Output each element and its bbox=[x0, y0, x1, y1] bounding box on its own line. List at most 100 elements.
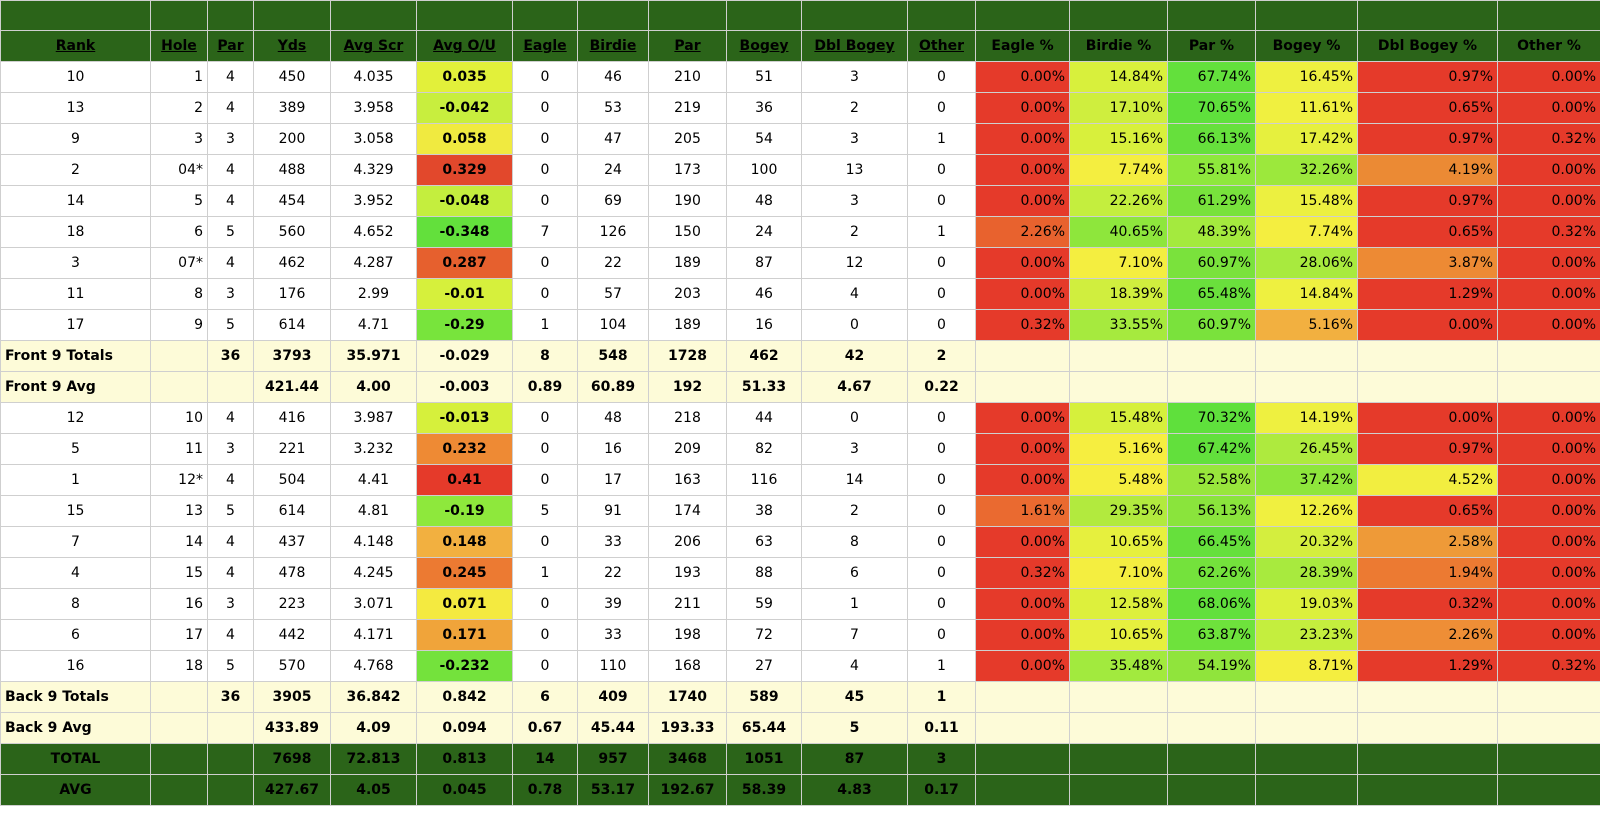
data-cell[interactable]: 4.035 bbox=[330, 61, 417, 93]
data-cell[interactable]: 163 bbox=[648, 464, 727, 496]
data-cell[interactable]: 15 bbox=[150, 557, 208, 589]
column-header[interactable]: Dbl Bogey bbox=[801, 30, 908, 62]
data-cell[interactable]: 450 bbox=[253, 61, 331, 93]
percent-cell[interactable]: 0.65% bbox=[1357, 92, 1498, 124]
percent-cell[interactable]: 0.97% bbox=[1357, 61, 1498, 93]
summary-cell[interactable]: -0.003 bbox=[416, 371, 513, 403]
data-cell[interactable]: 4 bbox=[207, 247, 254, 279]
data-cell[interactable]: 18 bbox=[150, 650, 208, 682]
percent-cell[interactable]: 70.32% bbox=[1167, 402, 1256, 434]
column-header[interactable]: Other bbox=[907, 30, 976, 62]
percent-cell[interactable]: 0.32% bbox=[1497, 650, 1600, 682]
percent-cell[interactable]: 68.06% bbox=[1167, 588, 1256, 620]
data-cell[interactable]: 3.958 bbox=[330, 92, 417, 124]
data-cell[interactable]: 9 bbox=[150, 309, 208, 341]
data-cell[interactable]: 7 bbox=[0, 526, 151, 558]
percent-cell[interactable]: 0.00% bbox=[1497, 278, 1600, 310]
percent-cell[interactable]: 17.42% bbox=[1255, 123, 1358, 155]
data-cell[interactable]: 18 bbox=[0, 216, 151, 248]
percent-cell[interactable]: 0.00% bbox=[1497, 495, 1600, 527]
data-cell[interactable]: 0.245 bbox=[416, 557, 513, 589]
data-cell[interactable]: 2 bbox=[801, 92, 908, 124]
percent-cell[interactable]: 0.00% bbox=[1357, 309, 1498, 341]
data-cell[interactable]: 437 bbox=[253, 526, 331, 558]
data-cell[interactable]: 614 bbox=[253, 495, 331, 527]
summary-cell[interactable]: 4.67 bbox=[801, 371, 908, 403]
data-cell[interactable]: 33 bbox=[577, 526, 649, 558]
data-cell[interactable]: 8 bbox=[0, 588, 151, 620]
data-cell[interactable]: 13 bbox=[150, 495, 208, 527]
summary-cell[interactable]: 45 bbox=[801, 681, 908, 713]
percent-cell[interactable]: 1.29% bbox=[1357, 278, 1498, 310]
percent-cell[interactable]: 28.39% bbox=[1255, 557, 1358, 589]
data-cell[interactable]: 0.287 bbox=[416, 247, 513, 279]
data-cell[interactable]: 0 bbox=[512, 247, 578, 279]
data-cell[interactable]: 17 bbox=[0, 309, 151, 341]
data-cell[interactable]: 0 bbox=[512, 464, 578, 496]
percent-cell[interactable]: 0.00% bbox=[1497, 185, 1600, 217]
data-cell[interactable]: 63 bbox=[726, 526, 802, 558]
data-cell[interactable]: 478 bbox=[253, 557, 331, 589]
data-cell[interactable]: 1 bbox=[907, 123, 976, 155]
data-cell[interactable]: 22 bbox=[577, 557, 649, 589]
percent-cell[interactable]: 0.00% bbox=[975, 185, 1070, 217]
summary-cell[interactable]: 4.83 bbox=[801, 774, 908, 806]
percent-cell[interactable]: 48.39% bbox=[1167, 216, 1256, 248]
data-cell[interactable]: 3 bbox=[801, 61, 908, 93]
data-cell[interactable]: 3 bbox=[207, 278, 254, 310]
data-cell[interactable]: 3 bbox=[801, 433, 908, 465]
data-cell[interactable]: 16 bbox=[577, 433, 649, 465]
percent-cell[interactable]: 35.48% bbox=[1069, 650, 1168, 682]
data-cell[interactable]: 219 bbox=[648, 92, 727, 124]
summary-cell[interactable]: 0.11 bbox=[907, 712, 976, 744]
data-cell[interactable]: 33 bbox=[577, 619, 649, 651]
data-cell[interactable]: -0.042 bbox=[416, 92, 513, 124]
percent-cell[interactable]: 2.26% bbox=[1357, 619, 1498, 651]
percent-cell[interactable]: 0.00% bbox=[975, 278, 1070, 310]
summary-cell[interactable]: 36 bbox=[207, 681, 254, 713]
column-header[interactable]: Bogey bbox=[726, 30, 802, 62]
summary-cell[interactable]: 409 bbox=[577, 681, 649, 713]
percent-cell[interactable]: 2.26% bbox=[975, 216, 1070, 248]
data-cell[interactable]: 38 bbox=[726, 495, 802, 527]
data-cell[interactable]: 57 bbox=[577, 278, 649, 310]
percent-cell[interactable]: 60.97% bbox=[1167, 309, 1256, 341]
percent-cell[interactable]: 0.00% bbox=[1497, 61, 1600, 93]
data-cell[interactable]: 39 bbox=[577, 588, 649, 620]
data-cell[interactable]: 59 bbox=[726, 588, 802, 620]
summary-cell[interactable]: 192.67 bbox=[648, 774, 727, 806]
data-cell[interactable]: 5 bbox=[512, 495, 578, 527]
summary-cell[interactable]: 60.89 bbox=[577, 371, 649, 403]
percent-cell[interactable]: 15.48% bbox=[1255, 185, 1358, 217]
data-cell[interactable]: 0 bbox=[907, 92, 976, 124]
summary-cell[interactable]: 3793 bbox=[253, 340, 331, 372]
data-cell[interactable]: 209 bbox=[648, 433, 727, 465]
data-cell[interactable]: 0 bbox=[907, 402, 976, 434]
percent-cell[interactable]: 0.00% bbox=[975, 92, 1070, 124]
data-cell[interactable]: 4.81 bbox=[330, 495, 417, 527]
data-cell[interactable]: 4.41 bbox=[330, 464, 417, 496]
data-cell[interactable]: 570 bbox=[253, 650, 331, 682]
data-cell[interactable]: 04* bbox=[150, 154, 208, 186]
summary-cell[interactable]: 0.78 bbox=[512, 774, 578, 806]
percent-cell[interactable]: 0.00% bbox=[975, 650, 1070, 682]
data-cell[interactable]: 1 bbox=[512, 557, 578, 589]
percent-cell[interactable]: 0.00% bbox=[1497, 619, 1600, 651]
percent-cell[interactable]: 0.32% bbox=[975, 557, 1070, 589]
percent-cell[interactable]: 0.00% bbox=[1497, 557, 1600, 589]
column-header[interactable]: Eagle % bbox=[975, 30, 1070, 62]
data-cell[interactable]: 4 bbox=[801, 650, 908, 682]
data-cell[interactable]: 189 bbox=[648, 309, 727, 341]
data-cell[interactable]: 0.232 bbox=[416, 433, 513, 465]
percent-cell[interactable]: 0.00% bbox=[975, 123, 1070, 155]
percent-cell[interactable]: 3.87% bbox=[1357, 247, 1498, 279]
percent-cell[interactable]: 0.00% bbox=[1357, 402, 1498, 434]
data-cell[interactable]: 46 bbox=[726, 278, 802, 310]
percent-cell[interactable]: 12.58% bbox=[1069, 588, 1168, 620]
percent-cell[interactable]: 10.65% bbox=[1069, 526, 1168, 558]
summary-cell[interactable] bbox=[207, 743, 254, 775]
data-cell[interactable]: 14 bbox=[150, 526, 208, 558]
percent-cell[interactable]: 70.65% bbox=[1167, 92, 1256, 124]
percent-cell[interactable]: 2.58% bbox=[1357, 526, 1498, 558]
column-header[interactable]: Rank bbox=[0, 30, 151, 62]
